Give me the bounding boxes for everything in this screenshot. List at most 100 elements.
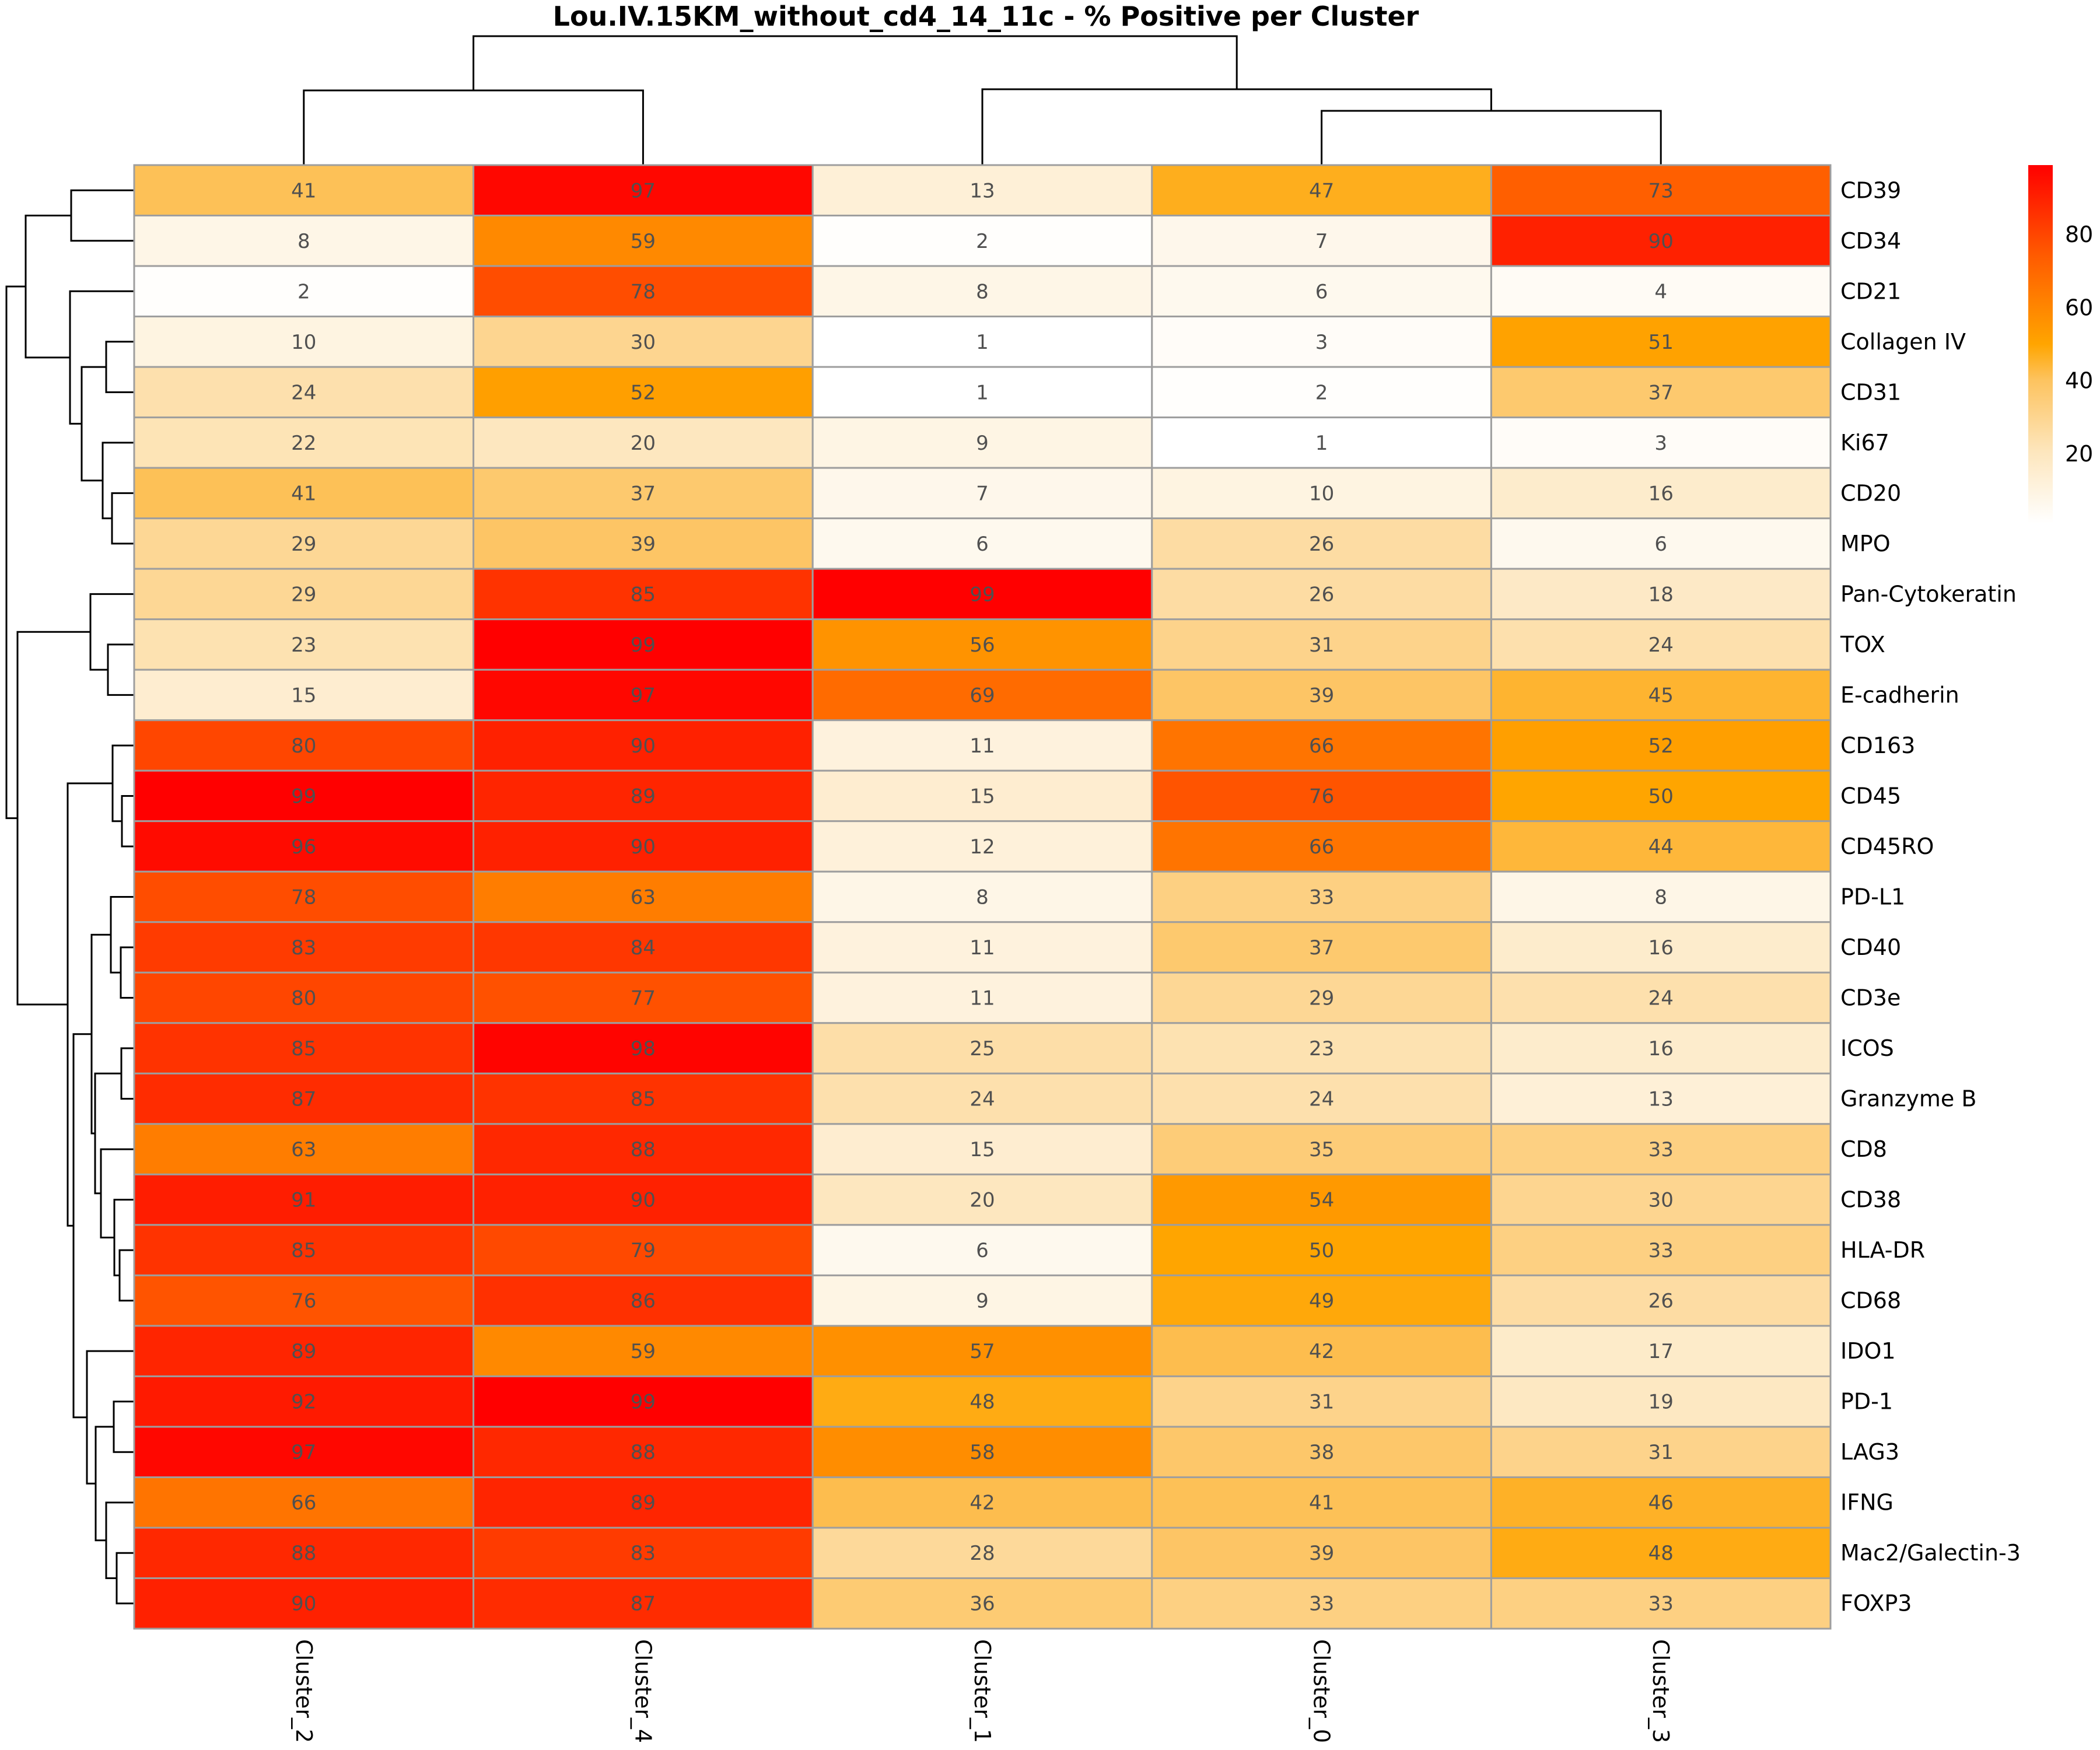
heatmap-cell (133, 870, 475, 923)
heatmap-cell (473, 1375, 814, 1428)
cell-value-label: 63 (291, 1138, 316, 1161)
cell-value-label: 10 (291, 331, 316, 354)
dendrogram-branch (69, 290, 134, 425)
row-label: HLA-DR (1840, 1237, 1925, 1263)
cell-value-label: 2 (1315, 381, 1328, 404)
cell-value-label: 44 (1648, 835, 1674, 859)
cell-value-label: 89 (291, 1340, 316, 1363)
cell-value-label: 96 (291, 835, 316, 859)
heatmap-cell (1151, 517, 1492, 570)
color-legend: 80 60 40 20 (2028, 165, 2093, 523)
heatmap-cell (473, 1224, 814, 1276)
cell-value-label: 50 (1309, 1239, 1334, 1262)
heatmap-cell (133, 820, 475, 873)
cell-value-label: 85 (291, 1037, 316, 1060)
cell-value-label: 99 (631, 1391, 656, 1414)
cell-value-label: 16 (1648, 482, 1674, 505)
heatmap-cell (473, 366, 814, 419)
cell-value-label: 9 (976, 432, 989, 455)
dendrogram-branch (120, 1047, 134, 1100)
cell-value-label: 26 (1309, 533, 1334, 556)
cell-value-label: 24 (1648, 987, 1674, 1010)
heatmap-cell (1490, 366, 1832, 419)
cell-value-label: 8 (1654, 886, 1667, 909)
heatmap-cell (811, 1274, 1153, 1327)
cell-value-label: 3 (1654, 432, 1667, 455)
heatmap-cell (473, 668, 814, 722)
heatmap-cell (1490, 467, 1832, 520)
legend-tick-label: 80 (2065, 222, 2093, 247)
row-label: MPO (1840, 531, 1891, 556)
dendrogram-branch (120, 946, 134, 999)
cell-value-label: 66 (1309, 835, 1334, 859)
cell-value-label: 91 (291, 1189, 316, 1212)
cell-value-label: 31 (1309, 634, 1334, 657)
cell-value-label: 97 (291, 1441, 316, 1464)
heatmap-cell (133, 265, 475, 318)
heatmap-cell (133, 366, 475, 419)
heatmap-cell (1490, 316, 1832, 368)
cell-value-label: 15 (970, 1138, 995, 1161)
cell-value-label: 24 (970, 1088, 995, 1111)
cell-value-label: 41 (291, 482, 316, 505)
cell-value-label: 7 (976, 482, 989, 505)
cell-value-label: 33 (1309, 886, 1334, 909)
cell-value-label: 37 (1309, 936, 1334, 960)
column-dendrogram (303, 35, 1662, 165)
heatmap-cell (133, 1123, 475, 1175)
heatmap-cell (1151, 921, 1492, 974)
heatmap-cell (811, 1173, 1153, 1226)
cell-value-label: 29 (1309, 987, 1334, 1010)
cell-value-label: 39 (631, 533, 656, 556)
heatmap-cell (473, 1274, 814, 1327)
cell-value-label: 29 (291, 583, 316, 606)
cell-value-label: 48 (1648, 1542, 1674, 1565)
heatmap-cell (473, 215, 814, 267)
cell-value-label: 31 (1648, 1441, 1674, 1464)
row-label: IFNG (1840, 1490, 1894, 1516)
cell-value-label: 78 (291, 886, 316, 909)
cell-value-label: 98 (631, 1037, 656, 1060)
heatmap-cell (133, 1274, 475, 1327)
row-label: CD20 (1840, 480, 1901, 506)
cell-value-label: 6 (1654, 533, 1667, 556)
cell-value-label: 92 (291, 1391, 316, 1414)
dendrogram-branch (981, 88, 1492, 165)
heatmap-cell (473, 1173, 814, 1226)
heatmap-cell (811, 1375, 1153, 1428)
heatmap-cell (473, 1476, 814, 1529)
heatmap-cell (133, 1375, 475, 1428)
dendrogram-branch (89, 593, 134, 671)
row-labels: CD39 CD34 CD21 Collagen IV CD31 Ki67 CD20 MPO Pa… (1840, 177, 2021, 1616)
cell-value-label: 66 (291, 1492, 316, 1515)
cell-value-label: 89 (631, 785, 656, 808)
cell-value-label: 48 (970, 1391, 995, 1414)
row-label: CD3e (1840, 985, 1901, 1011)
cell-value-label: 8 (298, 230, 310, 253)
dendrogram-branch (303, 89, 644, 165)
heatmap-cell (1151, 1123, 1492, 1175)
heatmap-cell (473, 820, 814, 873)
cell-value-label: 30 (631, 331, 656, 354)
heatmap-cell (1490, 568, 1832, 621)
heatmap-cell (1490, 1577, 1832, 1630)
dendrogram-branch (105, 341, 134, 393)
dendrogram-branch (5, 285, 26, 820)
heatmap-cell (1151, 467, 1492, 520)
heatmap-cell (1151, 215, 1492, 267)
heatmap-cell (1151, 971, 1492, 1024)
cell-value-label: 33 (1648, 1138, 1674, 1161)
cell-value-label: 90 (291, 1592, 316, 1616)
cell-value-label: 9 (976, 1290, 989, 1313)
cell-value-label: 6 (1315, 280, 1328, 303)
cell-value-label: 56 (970, 634, 995, 657)
heatmap-cell (1490, 1072, 1832, 1125)
heatmap-cell (473, 618, 814, 671)
cell-value-label: 99 (291, 785, 316, 808)
cell-value-label: 99 (970, 583, 995, 606)
cell-value-label: 15 (970, 785, 995, 808)
legend-tick-label: 60 (2065, 295, 2093, 320)
cell-value-label: 33 (1648, 1239, 1674, 1262)
cell-value-label: 78 (631, 280, 656, 303)
heatmap-cell (133, 1022, 475, 1074)
